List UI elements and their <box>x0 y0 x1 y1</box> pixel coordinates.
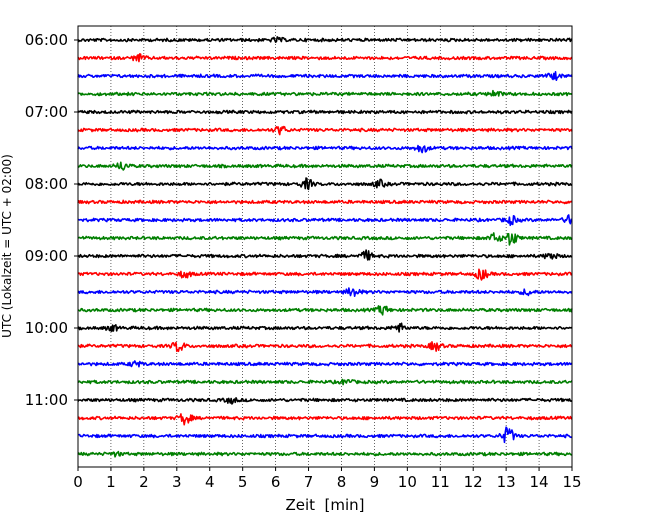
x-tick-label: 14 <box>530 473 549 491</box>
x-tick-label: 5 <box>238 473 248 491</box>
x-tick-label: 13 <box>497 473 516 491</box>
x-tick-label: 4 <box>205 473 215 491</box>
y-tick-label: 06:00 <box>25 31 68 49</box>
trace-line <box>77 450 573 458</box>
y-tick-label: 07:00 <box>25 103 68 121</box>
plot-background <box>78 26 572 467</box>
x-tick-label: 7 <box>304 473 314 491</box>
trace-line <box>77 305 573 316</box>
x-tick-label: 6 <box>271 473 281 491</box>
trace-line <box>77 426 573 444</box>
x-tick-label: 11 <box>431 473 450 491</box>
plot-frame <box>77 25 573 468</box>
trace-line <box>77 378 573 386</box>
trace-line <box>77 36 573 43</box>
trace-line <box>77 53 573 63</box>
x-tick-label: 10 <box>398 473 417 491</box>
trace-line <box>77 341 573 353</box>
trace-line <box>77 214 573 227</box>
trace-line <box>77 232 573 246</box>
trace-line <box>77 199 573 205</box>
trace-line <box>77 177 573 191</box>
x-tick-label: 9 <box>370 473 380 491</box>
y-tick-label: 08:00 <box>25 175 68 193</box>
x-axis-ticks: 0 1 2 3 4 5 6 7 8 9 10 11 12 13 14 15 <box>73 467 582 491</box>
y-tick-label: 11:00 <box>25 391 68 409</box>
x-tick-label: 2 <box>139 473 149 491</box>
trace-line <box>77 109 573 115</box>
trace-line <box>77 249 573 261</box>
trace-line <box>77 71 573 82</box>
x-tick-label: 12 <box>464 473 483 491</box>
x-tick-label: 15 <box>562 473 581 491</box>
trace-line <box>77 413 573 426</box>
trace-line <box>77 144 573 154</box>
trace-line <box>77 161 573 171</box>
x-tick-label: 1 <box>106 473 116 491</box>
trace-line <box>77 125 573 136</box>
x-tick-label: 3 <box>172 473 182 491</box>
trace-line <box>77 322 573 333</box>
x-tick-label: 8 <box>337 473 347 491</box>
y-tick-label: 09:00 <box>25 247 68 265</box>
trace-line <box>77 268 573 281</box>
trace-line <box>77 397 573 405</box>
y-tick-label: 10:00 <box>25 319 68 337</box>
trace-line <box>77 360 573 368</box>
trace-line <box>77 89 573 97</box>
x-tick-label: 0 <box>73 473 83 491</box>
seismic-traces <box>77 36 573 458</box>
trace-line <box>77 287 573 298</box>
y-axis-ticks: 06:00 07:00 08:00 09:00 10:00 11:00 <box>25 31 78 409</box>
y-axis-label: UTC (Lokalzeit = UTC + 02:00) <box>0 154 14 338</box>
x-axis-label: Zeit [min] <box>285 496 364 514</box>
